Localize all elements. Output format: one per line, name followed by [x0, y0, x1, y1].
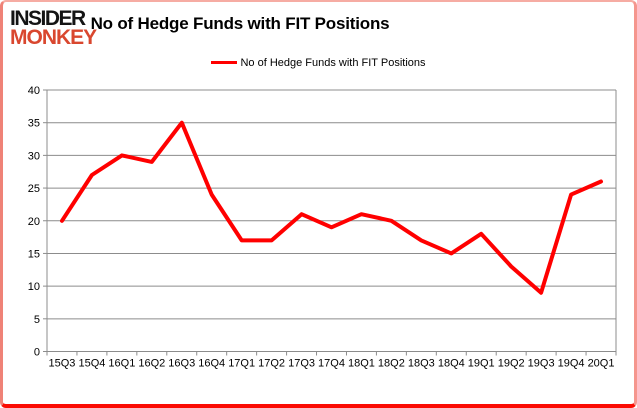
insider-monkey-logo: INSIDER MONKEY [10, 7, 97, 50]
legend-line-icon [211, 60, 238, 64]
y-axis-label: 40 [28, 85, 40, 97]
x-axis-label: 19Q4 [558, 358, 585, 370]
x-axis-label: 17Q2 [258, 358, 285, 370]
x-axis-label: 16Q1 [108, 358, 135, 370]
y-axis-label: 30 [28, 150, 40, 162]
x-axis-label: 19Q1 [468, 358, 495, 370]
x-axis-label: 18Q3 [408, 358, 435, 370]
logo-monkey-text: MONKEY [10, 26, 97, 50]
legend-label: No of Hedge Funds with FIT Positions [240, 57, 426, 69]
x-axis-label: 16Q4 [198, 358, 225, 370]
y-axis-label: 20 [28, 216, 40, 228]
y-axis-label: 10 [28, 281, 40, 293]
x-axis-label: 18Q4 [438, 358, 465, 370]
logo-insider-text: INSIDER [10, 7, 86, 30]
y-axis-label: 35 [28, 118, 40, 130]
x-axis-label: 17Q1 [228, 358, 255, 370]
x-axis-label: 19Q2 [498, 358, 525, 370]
x-axis-label: 16Q3 [168, 358, 195, 370]
series-line [60, 120, 603, 295]
y-axis-label: 15 [28, 248, 40, 260]
x-axis-label: 18Q2 [378, 358, 405, 370]
chart-legend: No of Hedge Funds with FIT Positions [0, 57, 637, 69]
x-axis-label: 20Q1 [588, 358, 615, 370]
x-axis-label: 17Q3 [288, 358, 315, 370]
chart-title: No of Hedge Funds with FIT Positions [90, 14, 390, 33]
x-axis-label: 19Q3 [528, 358, 555, 370]
x-axis-label: 16Q2 [138, 358, 165, 370]
y-axis-label: 25 [28, 183, 40, 195]
x-axis-label: 18Q1 [348, 358, 375, 370]
x-axis-label: 17Q4 [318, 358, 345, 370]
x-axis-label: 15Q4 [78, 358, 105, 370]
y-axis-label: 5 [34, 314, 40, 326]
y-axis-label: 0 [34, 347, 40, 359]
x-axis-label: 15Q3 [49, 358, 76, 370]
